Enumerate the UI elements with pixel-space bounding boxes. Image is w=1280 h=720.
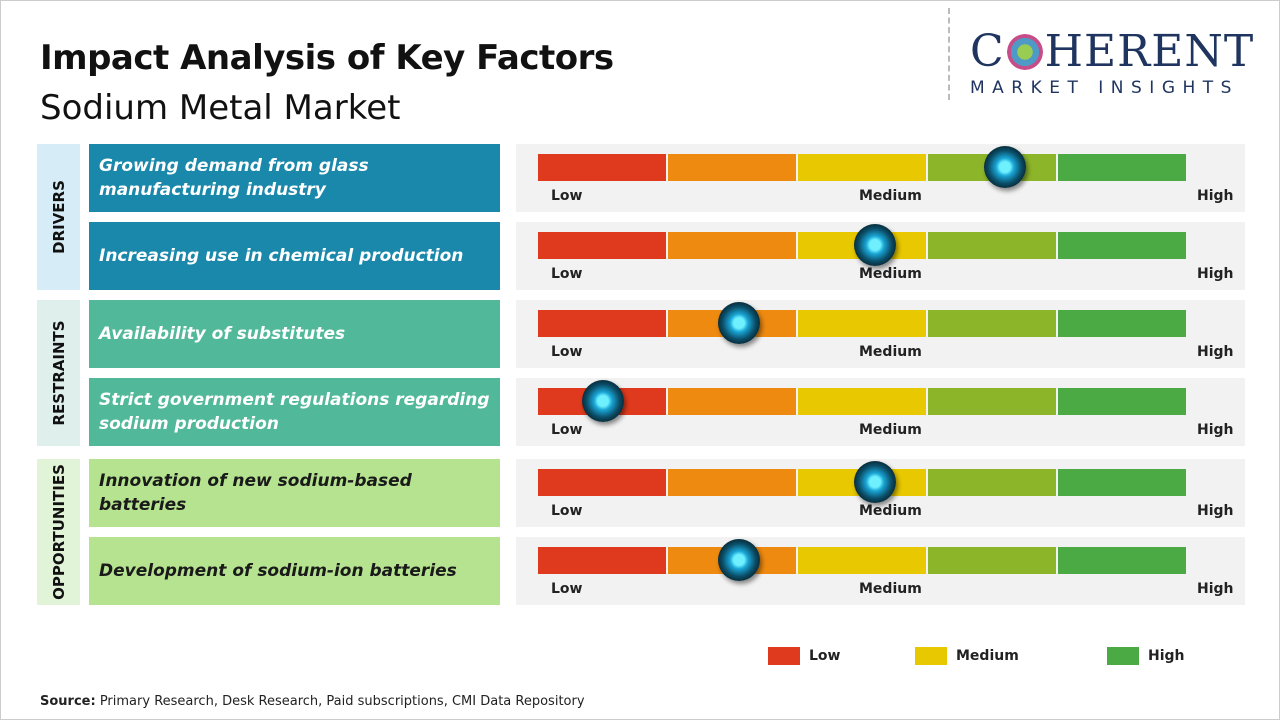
meter-bar xyxy=(538,232,1186,259)
factor-box: Availability of substitutes xyxy=(89,300,500,368)
page-title: Impact Analysis of Key Factors xyxy=(40,38,614,78)
group-label: OPPORTUNITIES xyxy=(49,464,68,600)
meter-segment xyxy=(928,232,1056,259)
impact-knob-icon xyxy=(853,224,896,266)
legend-label: High xyxy=(1148,648,1185,664)
factor-box: Strict government regulations regarding … xyxy=(89,378,500,446)
meter-segment xyxy=(538,547,666,574)
impact-knob-icon xyxy=(717,302,760,344)
meter-segment xyxy=(928,547,1056,574)
meter-segment xyxy=(538,232,666,259)
group-opportunities: OPPORTUNITIES xyxy=(37,459,80,605)
factor-box: Increasing use in chemical production xyxy=(89,222,500,290)
meter-segment xyxy=(1058,388,1186,415)
group-label: RESTRAINTS xyxy=(49,320,68,426)
source-text: Primary Research, Desk Research, Paid su… xyxy=(95,694,585,709)
label-medium: Medium xyxy=(859,266,922,282)
meter-segment xyxy=(1058,310,1186,337)
factor-box: Innovation of new sodium-based batteries xyxy=(89,459,500,527)
logo-subtitle: MARKET INSIGHTS xyxy=(970,78,1239,98)
meter-segment xyxy=(928,469,1056,496)
source-label: Source: xyxy=(40,694,96,709)
impact-meter: Low Medium High xyxy=(516,300,1245,368)
meter-bar xyxy=(538,547,1186,574)
legend-swatch-medium xyxy=(915,647,947,665)
meter-segment xyxy=(668,232,796,259)
label-low: Low xyxy=(551,266,583,282)
meter-segment xyxy=(668,469,796,496)
factor-box: Development of sodium-ion batteries xyxy=(89,537,500,605)
impact-meter: Low Medium High xyxy=(516,378,1245,446)
impact-knob-icon xyxy=(581,380,624,422)
meter-segment xyxy=(928,388,1056,415)
page-subtitle: Sodium Metal Market xyxy=(40,88,401,128)
impact-meter: Low Medium High xyxy=(516,459,1245,527)
meter-segment xyxy=(798,154,926,181)
legend-swatch-high xyxy=(1107,647,1139,665)
label-low: Low xyxy=(551,503,583,519)
impact-meter: Low Medium High xyxy=(516,537,1245,605)
impact-knob-icon xyxy=(983,146,1026,188)
meter-segment xyxy=(1058,547,1186,574)
meter-segment xyxy=(798,310,926,337)
label-low: Low xyxy=(551,188,583,204)
legend-medium: Medium xyxy=(915,647,1019,665)
meter-bar xyxy=(538,388,1186,415)
meter-segment xyxy=(798,547,926,574)
meter-segment xyxy=(538,310,666,337)
impact-meter: Low Medium High xyxy=(516,222,1245,290)
meter-segment xyxy=(538,469,666,496)
meter-segment xyxy=(1058,469,1186,496)
divider xyxy=(948,8,950,100)
impact-knob-icon xyxy=(717,539,760,581)
label-medium: Medium xyxy=(859,188,922,204)
meter-bar xyxy=(538,154,1186,181)
meter-segment xyxy=(668,154,796,181)
globe-icon xyxy=(1006,34,1043,70)
legend-low: Low xyxy=(768,647,840,665)
meter-segment xyxy=(928,310,1056,337)
label-high: High xyxy=(1197,581,1234,597)
meter-segment xyxy=(798,388,926,415)
legend-high: High xyxy=(1107,647,1185,665)
meter-segment xyxy=(668,388,796,415)
group-drivers: DRIVERS xyxy=(37,144,80,290)
label-medium: Medium xyxy=(859,503,922,519)
legend-label: Low xyxy=(809,648,841,664)
legend-swatch-low xyxy=(768,647,800,665)
label-high: High xyxy=(1197,266,1234,282)
label-high: High xyxy=(1197,422,1234,438)
label-high: High xyxy=(1197,503,1234,519)
impact-knob-icon xyxy=(853,461,896,503)
legend-label: Medium xyxy=(956,648,1019,664)
group-label: DRIVERS xyxy=(49,180,68,254)
label-low: Low xyxy=(551,344,583,360)
source-note: Source: Primary Research, Desk Research,… xyxy=(40,694,585,709)
meter-segment xyxy=(1058,232,1186,259)
company-logo: C HERENT MARKET INSIGHTS xyxy=(970,30,1260,99)
label-high: High xyxy=(1197,344,1234,360)
label-medium: Medium xyxy=(859,422,922,438)
group-restraints: RESTRAINTS xyxy=(37,300,80,446)
meter-bar xyxy=(538,469,1186,496)
label-low: Low xyxy=(551,581,583,597)
factor-box: Growing demand from glass manufacturing … xyxy=(89,144,500,212)
meter-segment xyxy=(538,154,666,181)
label-high: High xyxy=(1197,188,1234,204)
label-medium: Medium xyxy=(859,344,922,360)
meter-segment xyxy=(1058,154,1186,181)
meter-bar xyxy=(538,310,1186,337)
impact-meter: Low Medium High xyxy=(516,144,1245,212)
label-medium: Medium xyxy=(859,581,922,597)
label-low: Low xyxy=(551,422,583,438)
